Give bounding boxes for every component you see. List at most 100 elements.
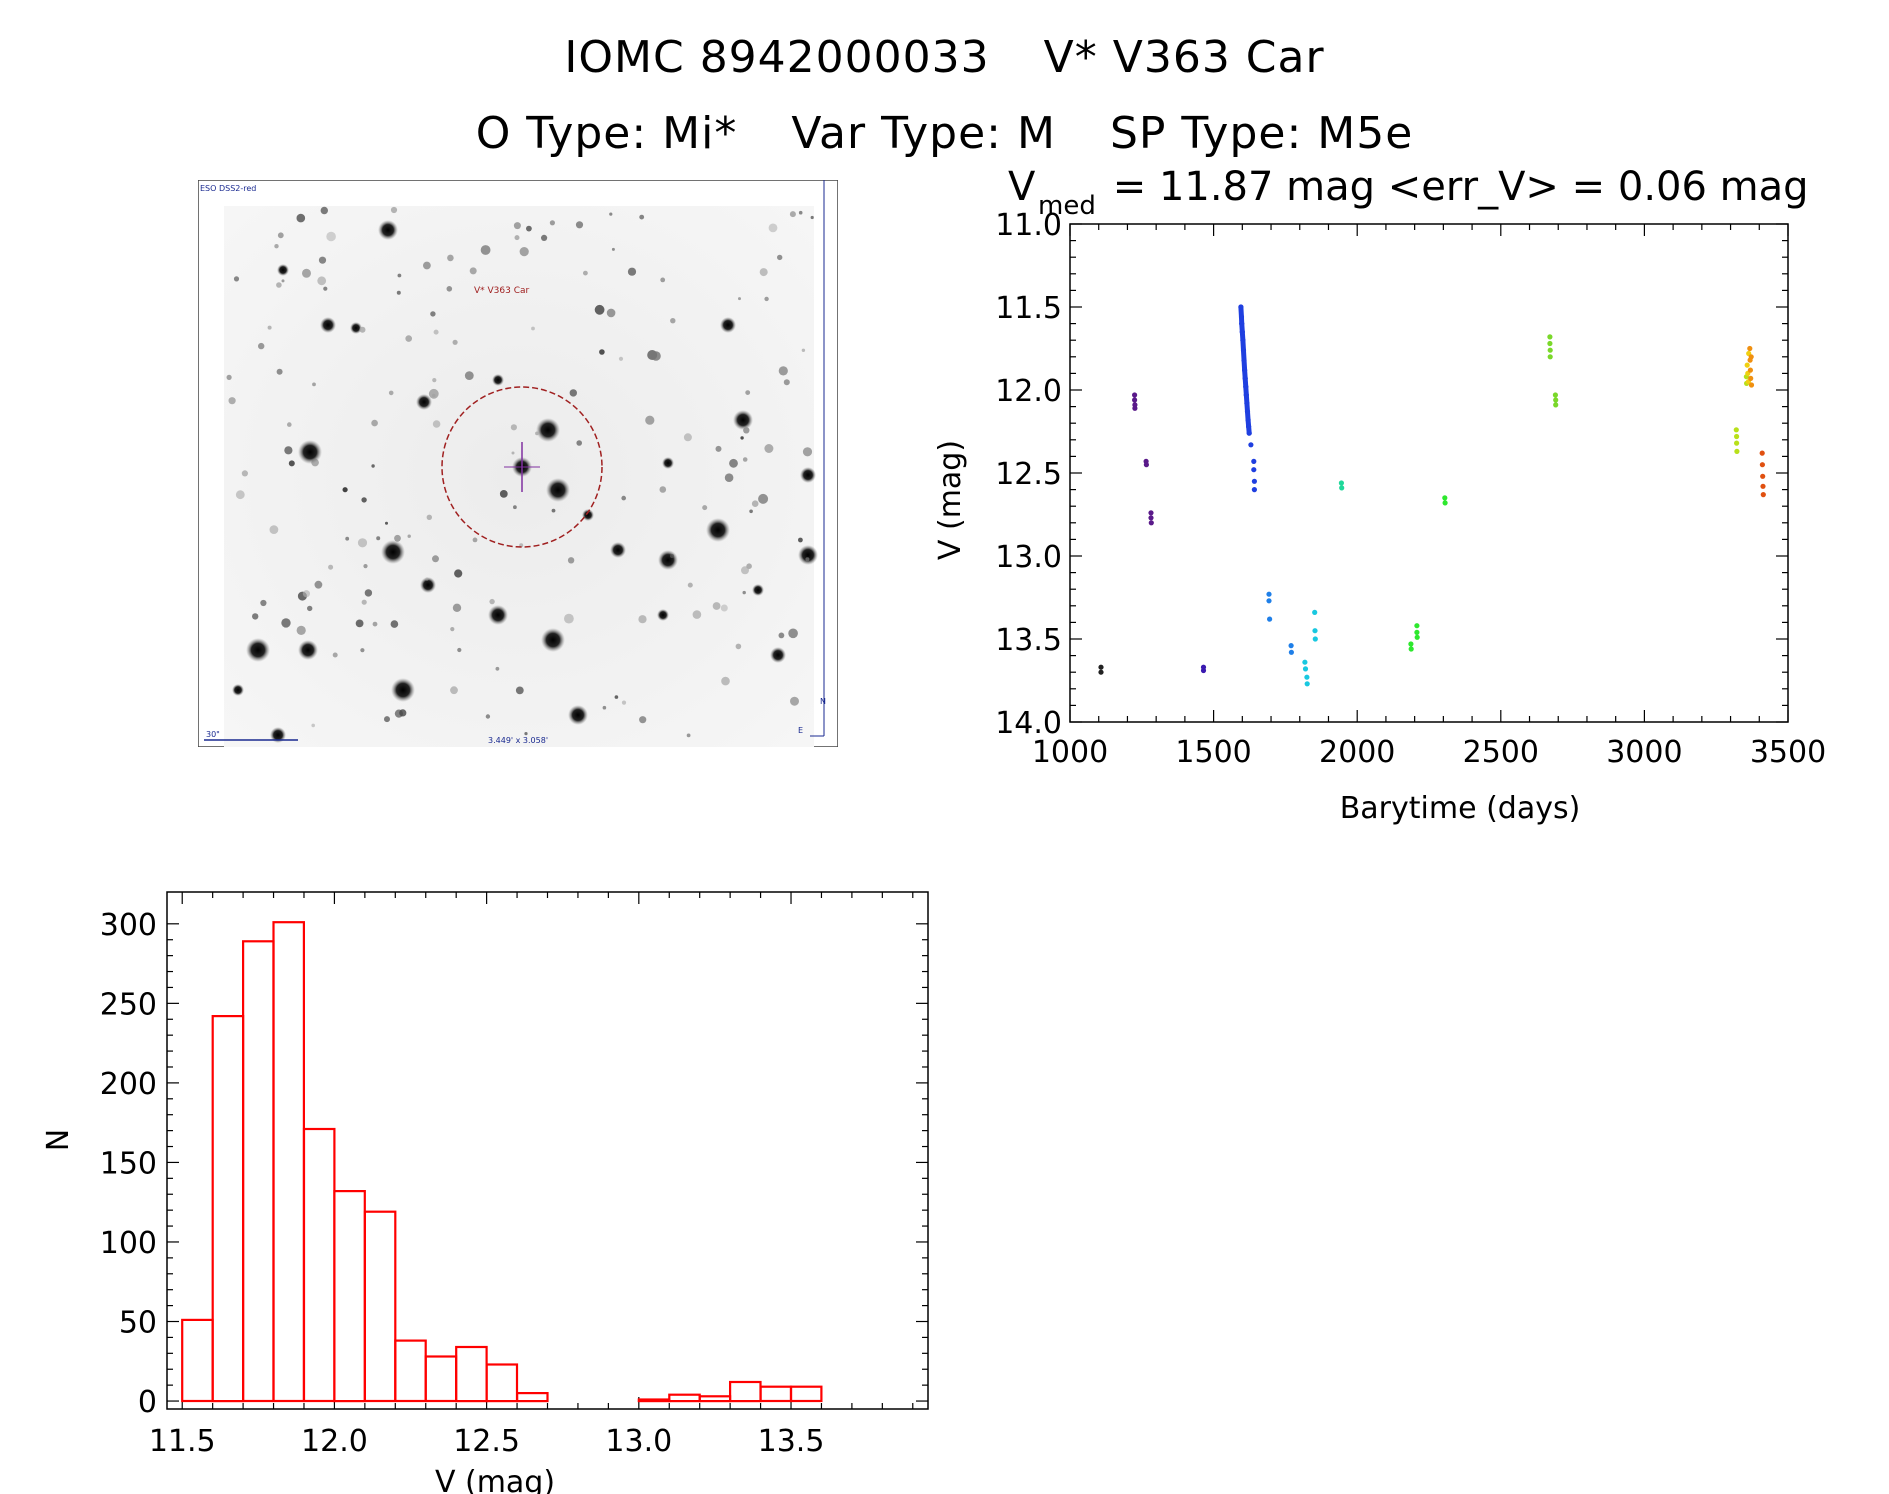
star: [536, 418, 560, 442]
star: [296, 213, 306, 223]
star: [260, 599, 267, 607]
star: [798, 210, 803, 215]
star: [450, 627, 455, 632]
star: [683, 433, 692, 442]
star: [602, 705, 607, 710]
star: [802, 447, 813, 457]
star: [531, 326, 535, 331]
star: [489, 598, 495, 605]
star: [328, 564, 334, 570]
star: [277, 232, 284, 239]
star: [359, 326, 366, 333]
star: [582, 509, 594, 521]
star: [320, 317, 336, 333]
star: [800, 467, 816, 483]
light-curve-point: [1148, 510, 1154, 516]
histogram-ytick-label: 150: [100, 1146, 157, 1181]
star: [269, 525, 279, 534]
chart-subtitle: O Type: Mi* Var Type: M SP Type: M5e: [0, 108, 1889, 159]
star: [378, 220, 398, 240]
light-curve-point: [1760, 492, 1766, 498]
star: [789, 211, 796, 218]
star: [350, 322, 362, 334]
histogram-bar: [485, 1363, 519, 1403]
histogram-bar: [455, 1345, 488, 1403]
histogram-bar: [759, 1385, 793, 1403]
star: [514, 235, 520, 241]
star: [594, 304, 605, 315]
star: [495, 666, 500, 671]
histogram-bars: [181, 921, 823, 1403]
star: [647, 350, 658, 360]
histogram-bar: [516, 1391, 549, 1403]
star: [345, 536, 350, 541]
light-curve-point: [1098, 669, 1104, 675]
light-curve-title-v: V: [1008, 170, 1036, 210]
star: [764, 444, 774, 453]
survey-label: ESO DSS2-red: [200, 184, 256, 193]
light-curve-points: [1098, 304, 1766, 687]
light-curve-point: [1760, 473, 1766, 479]
light-curve-point: [1414, 629, 1420, 635]
star: [425, 577, 429, 581]
star: [801, 348, 806, 352]
light-curve-point: [1304, 674, 1310, 680]
star: [447, 254, 454, 262]
histogram-bar: [181, 1318, 214, 1403]
star: [742, 457, 748, 462]
star: [296, 625, 306, 635]
star: [670, 318, 676, 324]
star: [281, 279, 285, 283]
histogram-xlabel: V (mag): [435, 1465, 555, 1494]
star: [778, 366, 788, 376]
light-curve-point: [1266, 598, 1272, 604]
star: [385, 521, 388, 525]
light-curve-point: [1267, 616, 1273, 622]
star: [457, 647, 462, 653]
histogram-bar: [272, 921, 305, 1403]
star: [686, 733, 691, 738]
star: [396, 290, 401, 295]
star: [611, 247, 615, 251]
star: [332, 652, 338, 658]
spectral-type: SP Type: M5e: [1109, 108, 1414, 159]
light-curve-xtick-label: 1000: [1032, 735, 1108, 770]
histogram-ytick-label: 50: [119, 1306, 157, 1341]
histogram-bar: [728, 1380, 762, 1403]
star: [670, 554, 674, 558]
star: [311, 458, 319, 467]
star: [426, 514, 432, 520]
star: [568, 705, 588, 725]
star: [390, 206, 398, 214]
north-label: N: [820, 697, 826, 706]
histogram-bar: [698, 1395, 732, 1403]
star: [394, 534, 401, 542]
histogram-ytick-label: 300: [100, 908, 157, 943]
star: [420, 577, 436, 593]
star: [364, 589, 373, 597]
star: [446, 286, 453, 292]
light-curve-point: [1553, 397, 1559, 403]
fov-label: 3.449' x 3.058': [488, 736, 548, 745]
star: [798, 537, 803, 543]
histogram-bar: [363, 1210, 397, 1403]
star: [752, 584, 764, 596]
star: [551, 508, 556, 513]
light-curve-point: [1302, 659, 1308, 665]
star: [323, 286, 328, 291]
light-curve-xtick-label: 3000: [1606, 735, 1682, 770]
histogram-bar: [333, 1190, 366, 1403]
star: [246, 638, 270, 662]
histogram-plot-frame: [166, 891, 929, 1410]
star: [564, 613, 574, 624]
light-curve-point: [1552, 392, 1558, 398]
light-curve-point: [1148, 520, 1154, 526]
star: [233, 276, 240, 282]
light-curve-point: [1302, 666, 1309, 672]
star: [311, 723, 315, 728]
star: [770, 647, 786, 663]
star: [621, 495, 626, 501]
star: [228, 397, 236, 405]
light-curve-xtick-label: 3500: [1750, 735, 1826, 770]
star: [692, 610, 702, 619]
